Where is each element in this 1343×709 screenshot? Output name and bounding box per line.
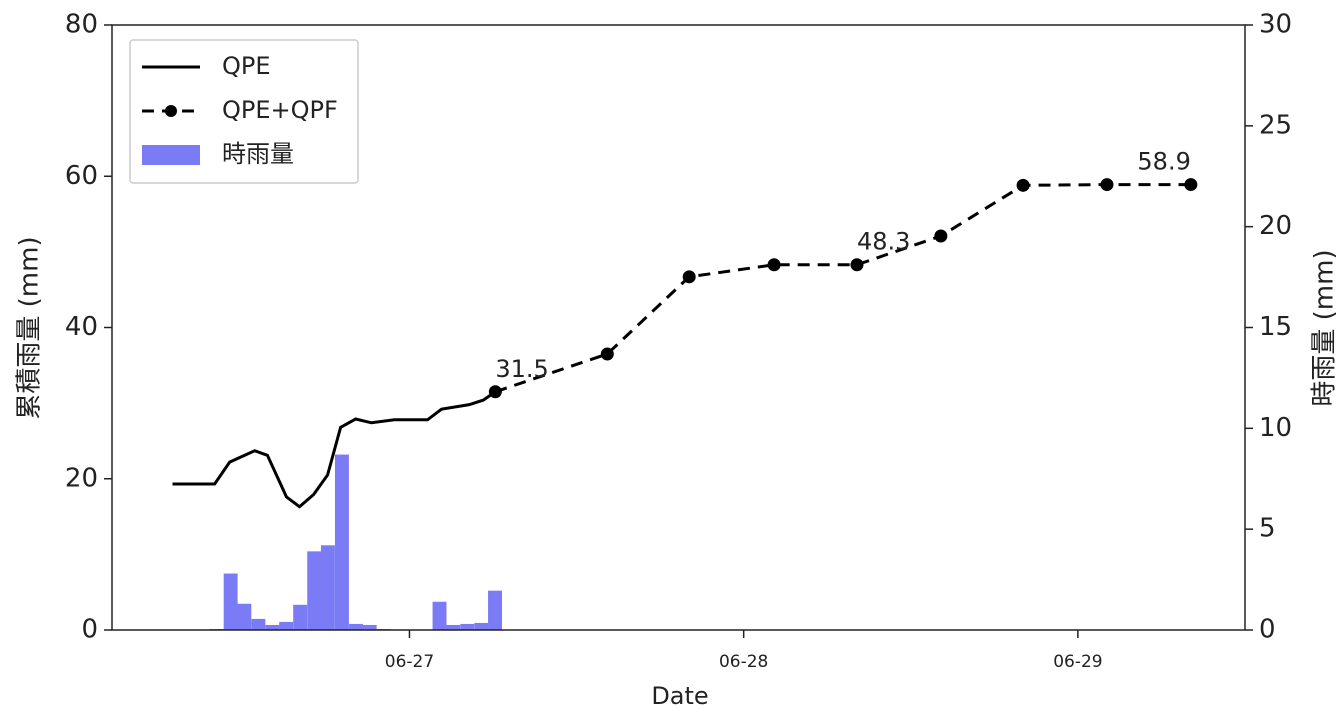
- line: [172, 390, 497, 509]
- bar: [432, 601, 447, 630]
- bar: [488, 590, 502, 630]
- legend-swatch: [142, 145, 200, 165]
- bar: [251, 618, 266, 630]
- bar: [474, 622, 489, 630]
- bar: [334, 454, 349, 630]
- y2-tick-label: 30: [1259, 10, 1292, 40]
- line: [494, 183, 1191, 394]
- legend-label: QPE: [222, 52, 271, 80]
- legend-marker: [165, 105, 177, 117]
- y2-tick-label: 20: [1259, 211, 1292, 241]
- annotation: 58.9: [1137, 148, 1190, 176]
- x-axis-label: Date: [651, 682, 708, 709]
- annotation: 48.3: [857, 228, 910, 256]
- marker: [1184, 178, 1198, 192]
- marker: [1016, 178, 1030, 192]
- y2-tick-label: 10: [1259, 413, 1292, 443]
- legend-label: 時雨量: [222, 140, 294, 168]
- y-tick-label: 20: [65, 463, 98, 493]
- x-tick-label: 06-28: [719, 652, 768, 672]
- bar: [349, 623, 363, 630]
- y2-tick-label: 0: [1259, 615, 1276, 645]
- y2-tick-label: 5: [1259, 514, 1276, 544]
- y2-tick-label: 25: [1259, 110, 1292, 140]
- bar: [293, 604, 308, 630]
- annotation: 31.5: [495, 355, 548, 383]
- y-tick-label: 40: [65, 312, 98, 342]
- x-tick-label: 06-29: [1053, 652, 1102, 672]
- marker: [488, 385, 502, 399]
- y-tick-label: 0: [81, 615, 98, 645]
- bar: [237, 603, 252, 630]
- marker: [850, 258, 864, 272]
- bar: [279, 621, 294, 630]
- y-tick-label: 80: [65, 10, 98, 40]
- legend-label: QPE+QPF: [222, 96, 338, 124]
- bar: [320, 545, 335, 630]
- y-tick-label: 60: [65, 161, 98, 191]
- y-axis-label: 累積雨量 (mm): [15, 236, 45, 419]
- marker: [767, 258, 781, 272]
- bar: [362, 624, 377, 630]
- bar: [307, 551, 322, 630]
- bar: [265, 624, 280, 630]
- x-tick-label: 06-27: [385, 652, 434, 672]
- y2-axis-label: 時雨量 (mm): [1310, 249, 1340, 406]
- y2-tick-label: 15: [1259, 312, 1292, 342]
- marker: [682, 270, 696, 284]
- bar: [446, 624, 461, 630]
- marker: [1100, 178, 1114, 192]
- marker: [600, 347, 614, 361]
- bar: [223, 573, 238, 630]
- marker: [934, 229, 948, 243]
- bar: [460, 623, 475, 630]
